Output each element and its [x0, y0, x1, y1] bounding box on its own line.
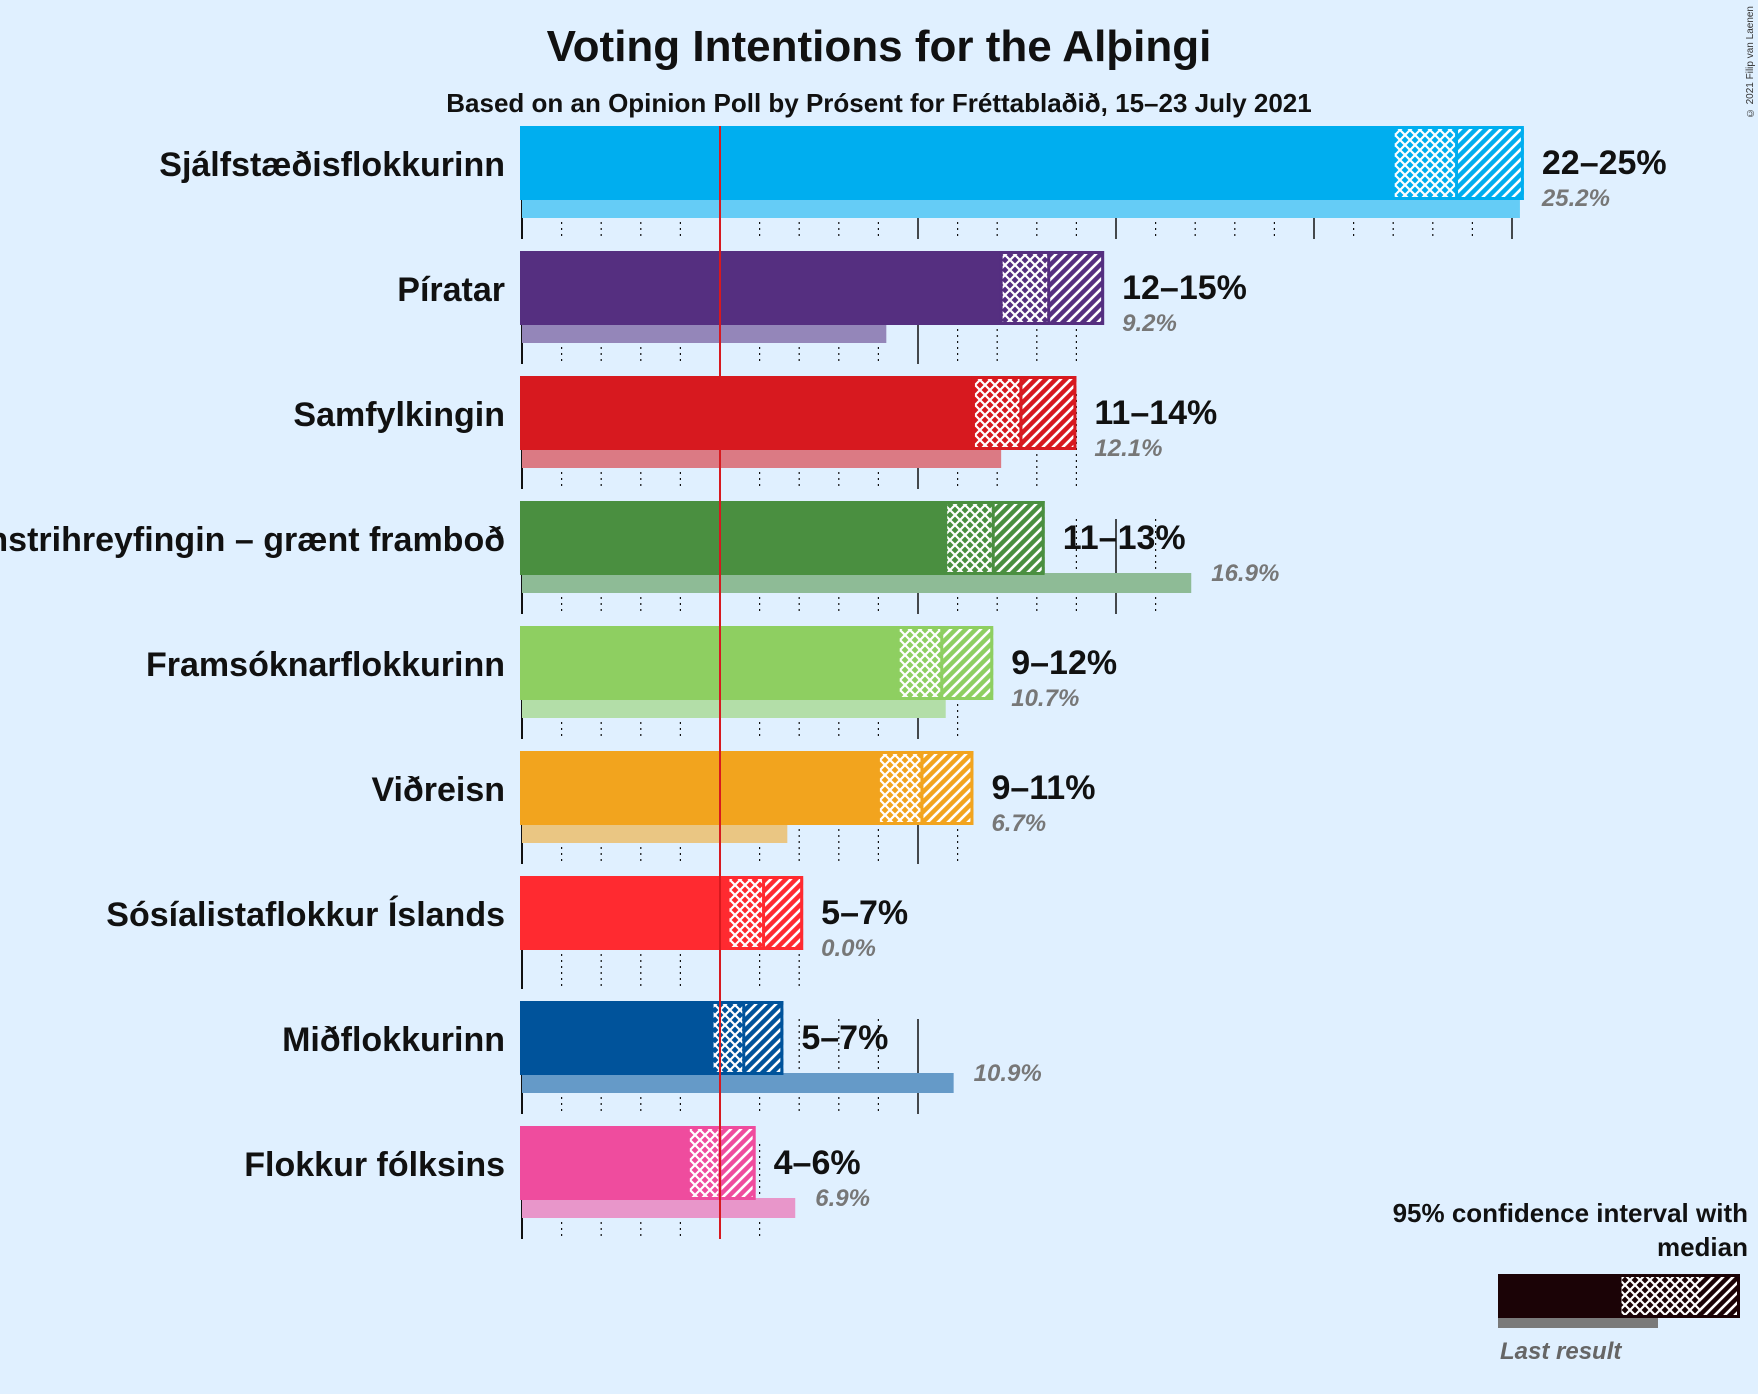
- chart-title: Voting Intentions for the Alþingi: [546, 22, 1212, 71]
- party-label: Miðflokkurinn: [282, 1021, 505, 1059]
- legend-ci-upper-hatch: [1700, 1274, 1740, 1318]
- range-label: 11–14%: [1094, 394, 1217, 432]
- ci-lower-hatch: [712, 1001, 744, 1075]
- party-label: Vinstrihreyfingin – grænt framboð: [0, 521, 505, 559]
- ci-upper-hatch: [763, 876, 804, 950]
- last-result-bar: [522, 198, 1520, 218]
- legend-graphic: [1498, 1274, 1740, 1328]
- ci-lower-hatch: [727, 876, 764, 950]
- legend-title: 95% confidence interval with median: [1392, 1198, 1748, 1262]
- range-label: 12–15%: [1122, 269, 1247, 307]
- ci-upper-hatch: [743, 1001, 784, 1075]
- party-row: Framsóknarflokkurinn 9–12% 10.7%: [146, 626, 1117, 718]
- last-result-bar: [522, 448, 1002, 468]
- bar-solid: [520, 376, 974, 450]
- ci-upper-hatch: [1048, 251, 1105, 325]
- party-row: Vinstrihreyfingin – grænt framboð 11–13% 1…: [0, 501, 1279, 593]
- bar-solid: [520, 1126, 689, 1200]
- ci-lower-hatch: [945, 501, 994, 575]
- range-label: 9–12%: [1011, 644, 1117, 682]
- party-label: Sjálfstæðisflokkurinn: [159, 146, 505, 184]
- ci-outline: [876, 751, 974, 825]
- party-row: Samfylkingin 11–14% 12.1%: [293, 376, 1217, 468]
- party-label: Viðreisn: [371, 771, 505, 809]
- range-label: 5–7%: [801, 1019, 888, 1057]
- party-label: Sósíalistaflokkur Íslands: [106, 896, 505, 934]
- range-label: 9–11%: [991, 769, 1095, 807]
- bar-solid: [520, 1001, 713, 1075]
- bar-solid: [520, 626, 899, 700]
- last-result-bar: [522, 323, 887, 343]
- ci-upper-hatch: [1456, 126, 1524, 200]
- ci-upper-hatch: [720, 1126, 756, 1200]
- party-label: Samfylkingin: [293, 396, 505, 434]
- party-row: Flokkur fólksins 4–6% 6.9%: [244, 1126, 870, 1218]
- bar-solid: [520, 251, 1002, 325]
- last-result-bar: [522, 698, 946, 718]
- bar-solid: [520, 751, 879, 825]
- last-result-label: 9.2%: [1122, 310, 1177, 337]
- legend-ci-lower-hatch: [1620, 1274, 1700, 1318]
- legend-solid-bar: [1498, 1274, 1620, 1318]
- bar-solid: [520, 876, 728, 950]
- last-result-label: 16.9%: [1211, 560, 1279, 587]
- ci-upper-hatch: [941, 626, 994, 700]
- last-result-label: 25.2%: [1541, 185, 1610, 212]
- party-row: Sjálfstæðisflokkurinn 22–25% 25.2%: [159, 126, 1667, 218]
- ci-lower-hatch: [973, 376, 1021, 450]
- legend-last-result-label: Last result: [1500, 1338, 1622, 1365]
- last-result-label: 12.1%: [1094, 435, 1162, 462]
- range-label: 4–6%: [774, 1144, 861, 1182]
- range-label: 5–7%: [821, 894, 908, 932]
- last-result-bar: [522, 1073, 954, 1093]
- ci-outline: [896, 626, 994, 700]
- ci-lower-hatch: [878, 751, 922, 825]
- party-row: Viðreisn 9–11% 6.7%: [371, 751, 1095, 843]
- bar-solid: [520, 126, 1394, 200]
- last-result-label: 6.7%: [991, 810, 1046, 837]
- bar-solid: [520, 501, 946, 575]
- party-label: Framsóknarflokkurinn: [146, 646, 505, 684]
- party-row: Píratar 12–15% 9.2%: [397, 251, 1247, 343]
- last-result-label: 10.9%: [974, 1060, 1042, 1087]
- ci-outline: [999, 251, 1105, 325]
- last-result-label: 0.0%: [821, 935, 876, 962]
- bars: Sjálfstæðisflokkurinn 22–25% 25.2% Píratar 1…: [0, 126, 1667, 1218]
- ci-lower-hatch: [898, 626, 942, 700]
- ci-upper-hatch: [1020, 376, 1077, 450]
- ci-outline: [710, 1001, 784, 1075]
- range-label: 11–13%: [1063, 519, 1186, 557]
- ci-upper-hatch: [921, 751, 974, 825]
- party-row: Miðflokkurinn 5–7% 10.9%: [282, 1001, 1042, 1093]
- last-result-bar: [522, 1198, 796, 1218]
- ci-lower-hatch: [1001, 251, 1049, 325]
- chart-subtitle: Based on an Opinion Poll by Prósent for …: [446, 88, 1312, 118]
- party-label: Píratar: [397, 271, 505, 309]
- ci-upper-hatch: [993, 501, 1045, 575]
- last-result-bar: [522, 573, 1192, 593]
- ci-outline: [971, 376, 1077, 450]
- ci-lower-hatch: [1393, 126, 1457, 200]
- last-result-label: 6.9%: [815, 1185, 870, 1212]
- legend-ci-outline: [1618, 1274, 1740, 1318]
- last-result-bar: [522, 823, 788, 843]
- ci-lower-hatch: [688, 1126, 720, 1200]
- last-result-label: 10.7%: [1011, 685, 1079, 712]
- party-label: Flokkur fólksins: [244, 1146, 505, 1184]
- party-row: Sósíalistaflokkur Íslands 5–7% 0.0%: [106, 876, 908, 962]
- range-label: 22–25%: [1542, 144, 1667, 182]
